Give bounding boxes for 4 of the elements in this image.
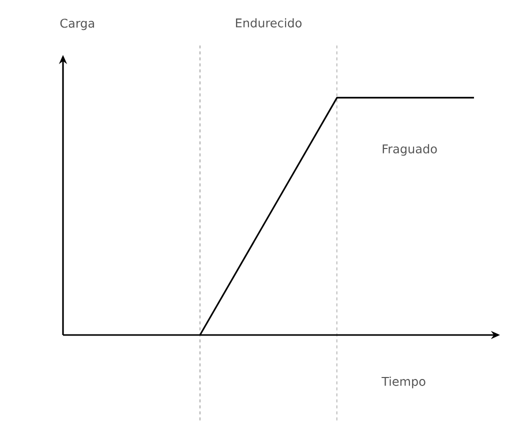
text: Endurecido xyxy=(236,18,302,28)
annotation: Fraguado xyxy=(382,144,437,156)
x-axis-title: Tiempo xyxy=(382,376,426,388)
text: Carga xyxy=(60,18,94,30)
